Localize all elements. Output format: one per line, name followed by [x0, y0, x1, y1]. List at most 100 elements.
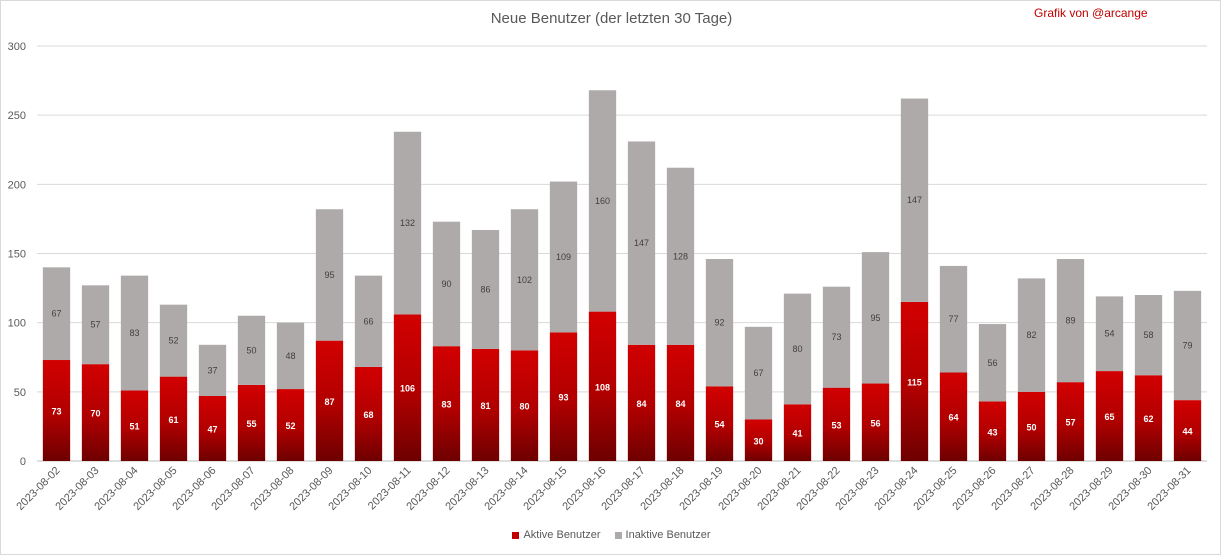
- data-label-active: 41: [792, 429, 802, 439]
- bar-active: [81, 364, 110, 461]
- bar-inactive: [120, 275, 149, 391]
- bar-active: [159, 376, 188, 461]
- data-label-inactive: 89: [1065, 316, 1075, 326]
- data-label-inactive: 50: [246, 345, 256, 355]
- bar-active: [1173, 400, 1202, 461]
- y-tick-label: 250: [8, 110, 26, 122]
- legend-label-inactive: Inaktive Benutzer: [625, 529, 711, 541]
- bar-active: [354, 366, 383, 461]
- data-label-active: 115: [907, 377, 922, 387]
- chart-credit: Grafik von @arcange: [1034, 6, 1148, 20]
- bar-active: [120, 390, 149, 461]
- legend-item-active: Aktive Benutzer: [512, 529, 601, 541]
- bar-inactive: [549, 181, 578, 333]
- data-label-inactive: 67: [51, 309, 61, 319]
- data-label-active: 52: [285, 421, 295, 431]
- data-label-active: 55: [246, 419, 256, 429]
- data-label-inactive: 73: [831, 332, 841, 342]
- bar-inactive: [1134, 295, 1163, 376]
- bar-inactive: [81, 285, 110, 365]
- bar-active: [705, 386, 734, 461]
- bar-inactive: [315, 209, 344, 341]
- data-label-inactive: 95: [870, 313, 880, 323]
- data-label-inactive: 54: [1104, 329, 1114, 339]
- data-label-active: 30: [753, 436, 763, 446]
- data-label-inactive: 147: [634, 238, 649, 248]
- data-label-active: 84: [675, 399, 685, 409]
- data-label-inactive: 79: [1182, 340, 1192, 350]
- y-tick-label: 300: [8, 41, 26, 53]
- data-label-active: 61: [168, 415, 178, 425]
- data-label-active: 53: [831, 420, 841, 430]
- bar-inactive: [471, 229, 500, 349]
- bar-inactive: [237, 315, 266, 385]
- bar-active: [744, 419, 773, 461]
- bar-active: [822, 387, 851, 461]
- data-label-inactive: 128: [673, 251, 688, 261]
- y-tick-label: 0: [20, 456, 26, 468]
- data-label-inactive: 58: [1143, 330, 1153, 340]
- data-label-active: 106: [400, 384, 415, 394]
- data-label-inactive: 77: [948, 314, 958, 324]
- data-label-inactive: 57: [90, 320, 100, 330]
- bar-active: [198, 395, 227, 461]
- y-tick-label: 150: [8, 249, 26, 261]
- bar-inactive: [978, 324, 1007, 402]
- data-label-inactive: 102: [517, 275, 532, 285]
- data-label-active: 57: [1065, 418, 1075, 428]
- y-tick-label: 200: [8, 179, 26, 191]
- bar-active: [393, 314, 422, 461]
- data-label-active: 83: [441, 400, 451, 410]
- bar-inactive: [627, 141, 656, 345]
- data-label-inactive: 109: [556, 252, 571, 262]
- bar-active: [588, 311, 617, 461]
- bar-active: [42, 360, 71, 461]
- bar-active: [1056, 382, 1085, 461]
- bar-active: [471, 348, 500, 461]
- data-label-inactive: 92: [714, 318, 724, 328]
- bar-active: [237, 384, 266, 461]
- bar-active: [1017, 391, 1046, 461]
- data-label-active: 54: [714, 420, 724, 430]
- data-label-active: 93: [558, 393, 568, 403]
- data-label-active: 47: [207, 424, 217, 434]
- bar-inactive: [42, 267, 71, 361]
- data-label-active: 68: [363, 410, 373, 420]
- bar-active: [276, 389, 305, 461]
- bar-active: [549, 332, 578, 461]
- y-tick-label: 100: [8, 318, 26, 330]
- chart-legend: Aktive Benutzer Inaktive Benutzer: [0, 529, 1223, 541]
- legend-swatch-inactive: [614, 531, 622, 539]
- bar-inactive: [705, 259, 734, 387]
- data-label-active: 50: [1026, 422, 1036, 432]
- bar-active: [861, 383, 890, 461]
- data-label-active: 64: [948, 413, 958, 423]
- bar-inactive: [1173, 290, 1202, 401]
- data-label-active: 51: [129, 422, 139, 432]
- data-label-active: 70: [90, 409, 100, 419]
- data-label-active: 81: [480, 401, 490, 411]
- data-label-inactive: 90: [441, 279, 451, 289]
- legend-label-active: Aktive Benutzer: [523, 529, 601, 541]
- bar-inactive: [1095, 296, 1124, 372]
- data-label-inactive: 37: [207, 365, 217, 375]
- bar-inactive: [588, 90, 617, 312]
- chart-title: Neue Benutzer (der letzten 30 Tage): [490, 10, 733, 27]
- bar-active: [1095, 371, 1124, 461]
- data-label-inactive: 95: [324, 270, 334, 280]
- bar-inactive: [861, 252, 890, 384]
- bar-active: [900, 301, 929, 461]
- data-label-active: 80: [519, 402, 529, 412]
- data-label-inactive: 66: [363, 316, 373, 326]
- data-label-active: 62: [1143, 414, 1153, 424]
- data-label-active: 43: [987, 427, 997, 437]
- data-label-inactive: 86: [480, 284, 490, 294]
- bar-inactive: [432, 221, 461, 347]
- bar-inactive: [939, 265, 968, 373]
- data-label-active: 44: [1182, 427, 1192, 437]
- data-label-inactive: 147: [907, 195, 922, 205]
- y-tick-label: 50: [14, 387, 26, 399]
- bar-active: [939, 372, 968, 461]
- data-label-inactive: 82: [1026, 330, 1036, 340]
